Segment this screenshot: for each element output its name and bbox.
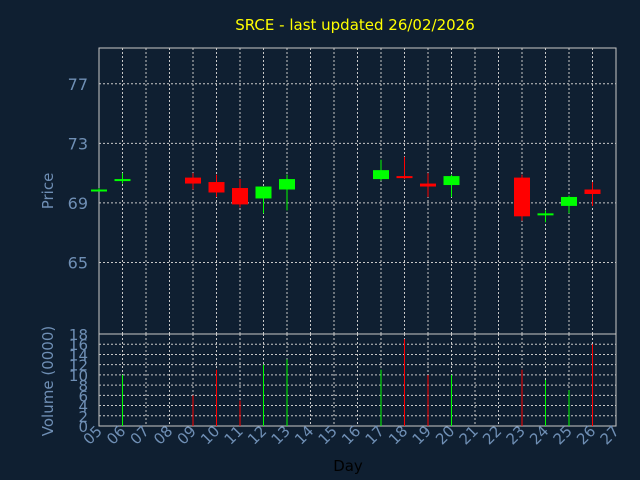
volume-tick-label: 6 (78, 387, 88, 405)
volume-tick-label: 0 (78, 418, 88, 436)
price-panel-frame (98, 47, 617, 335)
volume-tick-label: 16 (69, 336, 88, 354)
volume-grid (98, 333, 617, 427)
candle-body (420, 183, 436, 187)
price-tick-label: 77 (68, 75, 88, 94)
candle-body (185, 177, 201, 184)
price-panel: 65 69 73 77 Price (39, 47, 617, 335)
volume-panel-frame (98, 333, 617, 427)
candle-body (561, 196, 577, 206)
candle-body (584, 189, 601, 194)
price-axis-ticks: 65 69 73 77 (68, 75, 88, 273)
volume-tick-label: 10 (69, 367, 88, 385)
candles (91, 156, 601, 223)
price-grid (98, 48, 617, 334)
candle-body (255, 186, 272, 199)
x-axis-label: Day (333, 457, 363, 475)
volume-axis-label: Volume (0000) (39, 326, 57, 436)
volume-tick-label: 4 (78, 398, 88, 416)
price-tick-label: 69 (68, 194, 88, 213)
chart-title: SRCE - last updated 26/02/2026 (235, 16, 475, 34)
volume-tick-label: 12 (69, 357, 88, 375)
candle-body (232, 188, 248, 205)
candle-body (396, 176, 413, 179)
candle-body (114, 179, 131, 182)
volume-tick-label: 8 (78, 377, 88, 395)
candle-body (514, 177, 530, 217)
x-axis-ticks: 0506070809101112131415161718192021222324… (80, 422, 623, 448)
candle-body (208, 182, 225, 193)
price-tick-label: 65 (68, 254, 88, 273)
volume-tick-label: 18 (69, 326, 88, 344)
volume-tick-label: 14 (69, 346, 88, 364)
candle-body (91, 189, 107, 192)
candle-body (373, 170, 389, 180)
price-tick-label: 73 (68, 134, 88, 153)
candle-body (537, 213, 554, 216)
candle-body (279, 179, 295, 190)
volume-tick-label: 2 (78, 408, 88, 426)
volume-bars (122, 339, 593, 426)
candle-body (443, 176, 460, 186)
price-axis-label: Price (39, 173, 57, 210)
